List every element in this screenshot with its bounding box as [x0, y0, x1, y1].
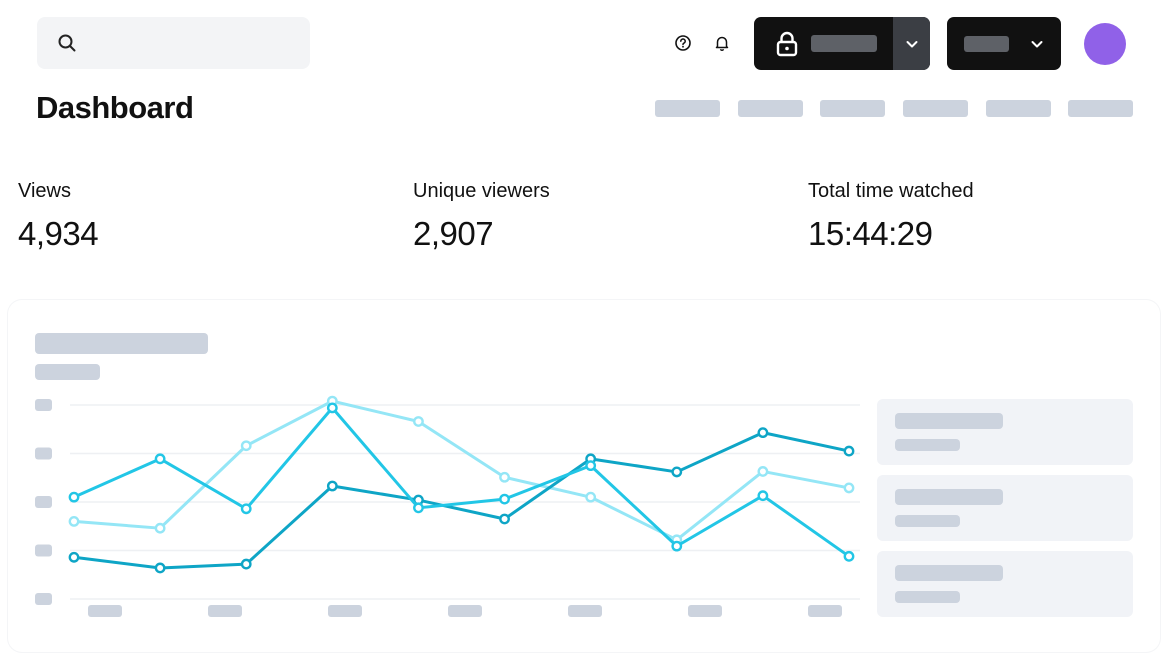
tab-placeholder[interactable]	[986, 100, 1051, 117]
legend-title-placeholder	[895, 489, 1003, 505]
tab-placeholder[interactable]	[655, 100, 720, 117]
legend-title-placeholder	[895, 413, 1003, 429]
tab-placeholder[interactable]	[820, 100, 885, 117]
data-point	[326, 480, 338, 492]
data-point	[499, 513, 510, 525]
legend-item[interactable]	[877, 399, 1133, 465]
x-tick-label-placeholder	[808, 605, 842, 617]
help-button[interactable]	[673, 33, 693, 53]
workspace-lock-button[interactable]	[754, 17, 930, 70]
y-tick-label-placeholder	[35, 544, 52, 557]
stat-value: 4,934	[18, 215, 99, 252]
data-point	[671, 466, 683, 478]
data-point	[499, 471, 510, 483]
tab-placeholder[interactable]	[1068, 100, 1133, 117]
account-menu-button[interactable]	[947, 17, 1061, 70]
data-point	[68, 551, 80, 563]
legend-item[interactable]	[877, 551, 1133, 617]
data-point	[843, 445, 855, 457]
data-point	[757, 490, 769, 502]
search-bar[interactable]	[37, 17, 310, 69]
chevron-down-icon	[1031, 40, 1043, 47]
x-tick-label-placeholder	[328, 605, 362, 617]
data-point	[326, 402, 338, 414]
lock-button-dropdown[interactable]	[893, 17, 930, 70]
stat-label: Total time watched	[808, 180, 974, 202]
lock-button-main[interactable]	[754, 17, 893, 70]
y-tick-label-placeholder	[35, 399, 52, 411]
x-tick-label-placeholder	[568, 605, 602, 617]
x-tick-label-placeholder	[88, 605, 122, 617]
y-tick-label-placeholder	[35, 496, 52, 508]
data-point	[68, 516, 80, 527]
data-point	[671, 540, 683, 552]
stat-views: Views 4,934	[18, 180, 99, 253]
data-point	[240, 503, 252, 515]
series-line-2	[72, 406, 851, 558]
chart-subtitle-placeholder	[35, 364, 100, 380]
stat-label: Views	[18, 180, 71, 202]
data-point	[585, 460, 597, 472]
legend-subtitle-placeholder	[895, 591, 960, 603]
stat-value: 2,907	[413, 215, 494, 252]
data-point	[154, 522, 166, 534]
stat-total-time-watched: Total time watched 15:44:29	[808, 180, 974, 253]
lock-button-label-placeholder	[811, 35, 877, 52]
data-point	[843, 550, 855, 562]
data-point	[240, 440, 252, 452]
page-title: Dashboard	[36, 90, 194, 125]
stat-value: 15:44:29	[808, 215, 933, 252]
search-input[interactable]	[89, 35, 289, 51]
data-point	[240, 558, 252, 570]
chevron-down-icon	[906, 40, 917, 47]
y-tick-label-placeholder	[35, 593, 52, 605]
legend-title-placeholder	[895, 565, 1003, 581]
legend-subtitle-placeholder	[895, 439, 960, 451]
data-point	[413, 416, 424, 427]
legend-subtitle-placeholder	[895, 515, 960, 527]
data-point	[757, 427, 769, 439]
legend-item[interactable]	[877, 475, 1133, 541]
data-point	[413, 502, 424, 514]
data-point	[68, 491, 80, 503]
x-tick-label-placeholder	[208, 605, 242, 617]
stat-unique-viewers: Unique viewers 2,907	[413, 180, 550, 253]
tab-placeholder[interactable]	[738, 100, 803, 117]
bell-icon	[715, 36, 729, 51]
tab-placeholder[interactable]	[903, 100, 968, 117]
help-circle-icon	[675, 35, 691, 51]
data-point	[154, 562, 166, 574]
data-point	[757, 466, 769, 477]
avatar[interactable]	[1084, 23, 1126, 65]
x-tick-label-placeholder	[448, 605, 482, 617]
notifications-button[interactable]	[712, 33, 732, 53]
lock-icon	[776, 31, 798, 56]
y-tick-label-placeholder	[35, 447, 52, 460]
data-point	[499, 493, 510, 505]
chart-title-placeholder	[35, 333, 208, 354]
series-line-3	[72, 399, 851, 542]
search-icon	[58, 34, 76, 52]
stat-label: Unique viewers	[413, 180, 550, 202]
series-line-1	[72, 431, 851, 570]
data-point	[585, 491, 597, 503]
data-point	[154, 453, 166, 465]
x-tick-label-placeholder	[688, 605, 722, 617]
menu-button-label-placeholder	[964, 35, 1009, 52]
data-point	[843, 482, 855, 494]
